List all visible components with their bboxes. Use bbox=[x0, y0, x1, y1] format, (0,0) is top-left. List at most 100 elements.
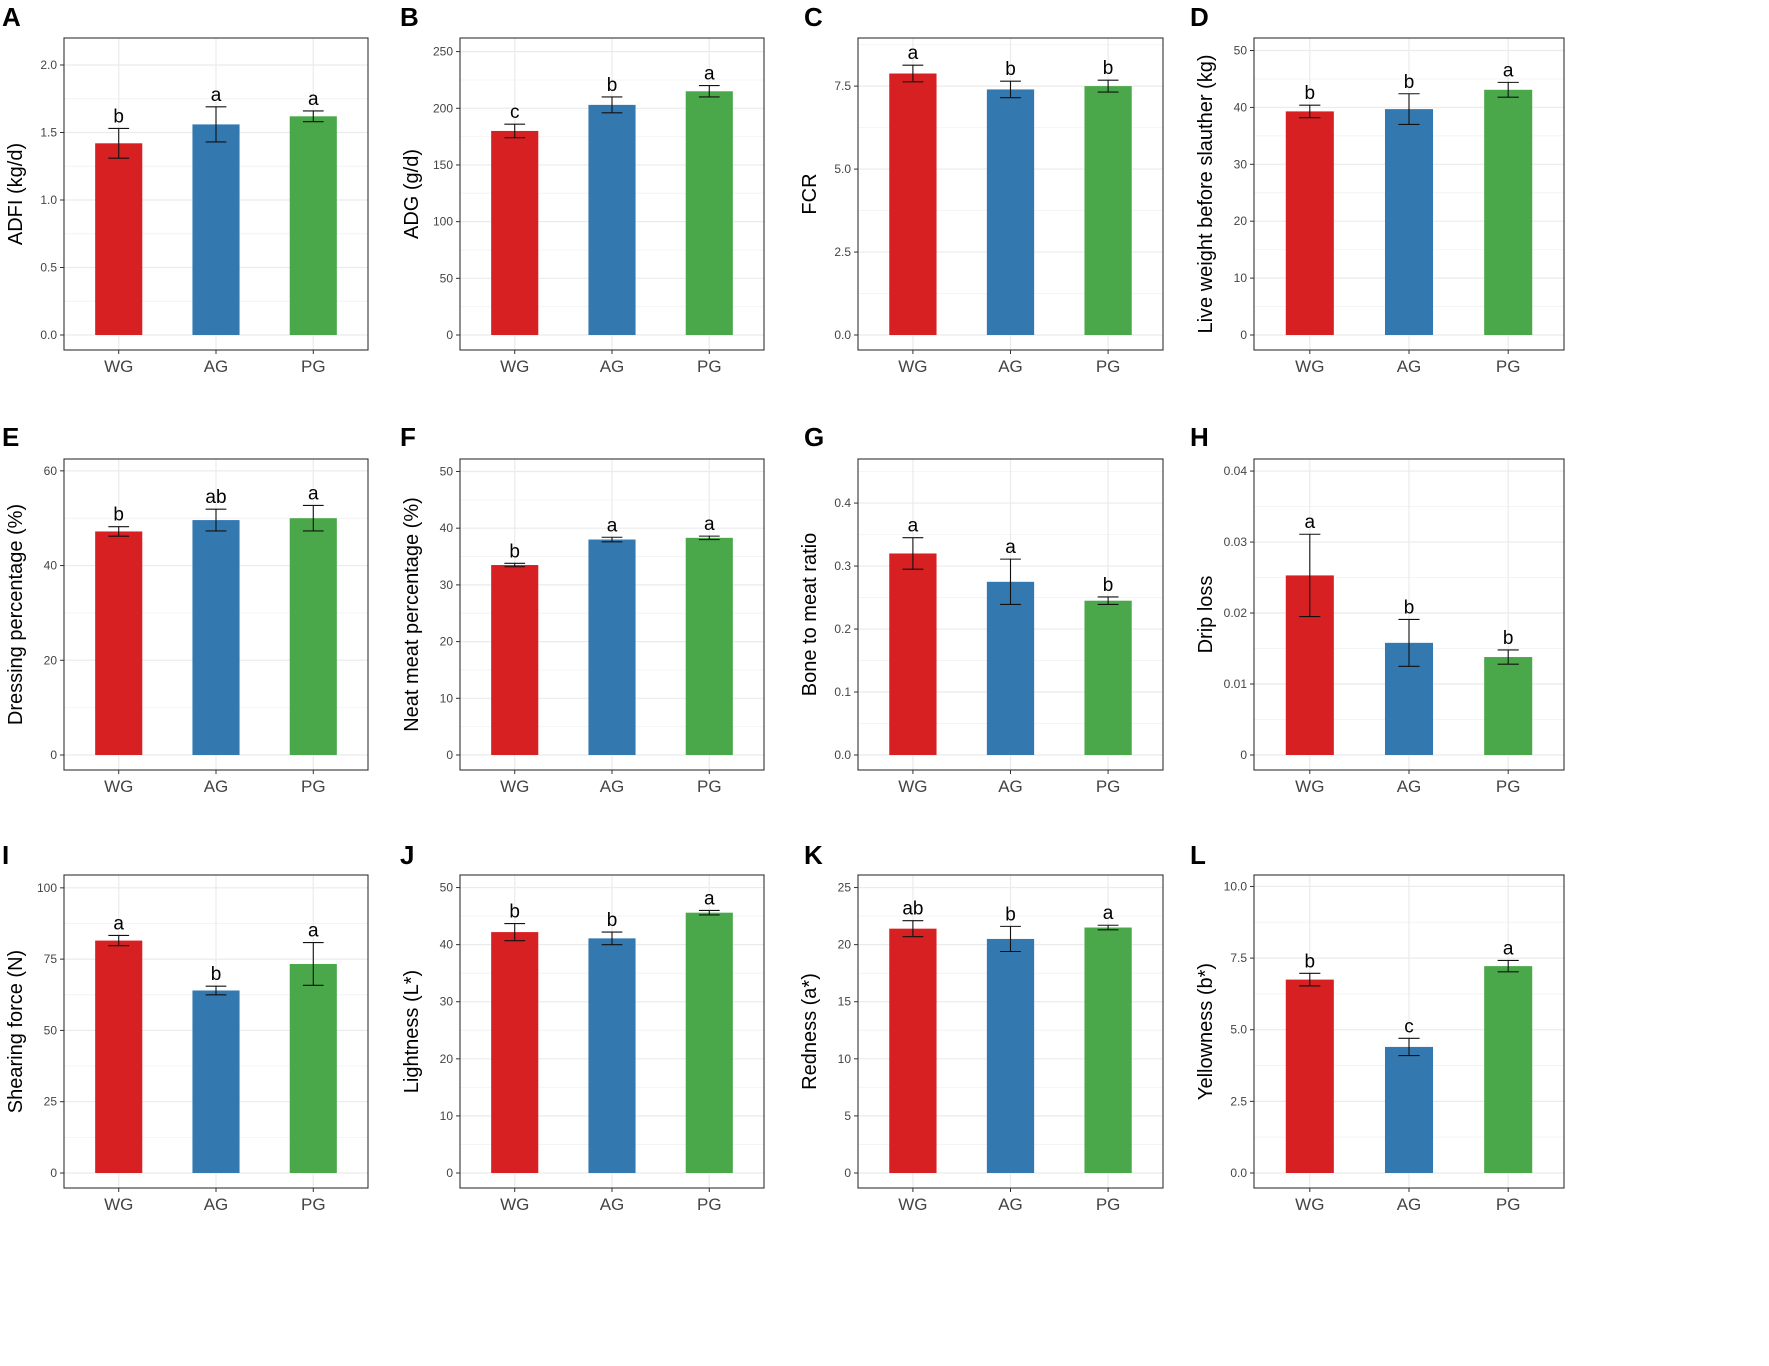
panel-c: 0.0 2.5 5.0 7.5 a WG b AG b PG FCR C bbox=[799, 2, 1164, 376]
significance-letter: b bbox=[509, 902, 520, 923]
y-tick-label: 5 bbox=[844, 1109, 851, 1123]
panel-border bbox=[63, 37, 369, 351]
y-tick-label: 20 bbox=[44, 653, 58, 667]
bar-ag bbox=[588, 539, 636, 755]
y-tick-label: 1.5 bbox=[40, 126, 57, 140]
significance-letter: b bbox=[1005, 904, 1016, 925]
panel-border bbox=[459, 874, 765, 1189]
bar-wg bbox=[889, 928, 937, 1173]
y-axis-title: Yellowness (b*) bbox=[1195, 963, 1217, 1100]
significance-letter: b bbox=[211, 964, 222, 985]
y-axis-title: Live weight before slauther (kg) bbox=[1195, 54, 1217, 333]
bar-ag bbox=[986, 938, 1035, 1173]
bar-ag bbox=[1384, 109, 1434, 335]
y-axis-title: Shearing force (N) bbox=[5, 950, 27, 1113]
panel-letter: K bbox=[804, 840, 823, 870]
bar-pg bbox=[289, 116, 337, 335]
significance-letter: a bbox=[1503, 938, 1514, 959]
y-tick-label: 10 bbox=[838, 1052, 852, 1066]
bar-wg bbox=[1285, 979, 1334, 1173]
y-tick-label: 50 bbox=[440, 271, 454, 285]
x-tick-label: PG bbox=[697, 777, 722, 796]
y-tick-label: 10 bbox=[440, 691, 454, 705]
x-tick-label: AG bbox=[204, 357, 229, 376]
bar-pg bbox=[1484, 89, 1533, 335]
significance-letter: b bbox=[1503, 628, 1514, 649]
significance-letter: c bbox=[510, 102, 520, 123]
significance-letter: b bbox=[1305, 83, 1316, 104]
y-tick-label: 0.2 bbox=[834, 622, 851, 636]
y-tick-label: 40 bbox=[1234, 100, 1248, 114]
y-tick-label: 0.0 bbox=[834, 328, 851, 342]
bar-pg bbox=[1084, 600, 1132, 755]
y-axis-title: ADFI (kg/d) bbox=[5, 143, 27, 245]
x-tick-label: AG bbox=[1397, 777, 1422, 796]
significance-letter: a bbox=[1305, 512, 1316, 533]
panel-d: 0 10 20 30 40 50 b WG b AG a PG Live weight before s… bbox=[1190, 2, 1565, 376]
x-tick-label: WG bbox=[898, 357, 927, 376]
y-tick-label: 5.0 bbox=[1230, 1023, 1247, 1037]
y-tick-label: 0 bbox=[50, 748, 57, 762]
x-tick-label: PG bbox=[1496, 777, 1521, 796]
significance-letter: b bbox=[113, 106, 124, 127]
significance-letter: a bbox=[113, 913, 124, 934]
panel-b: 0 50 100 150 200 250 c WG b AG a PG ADG (g/d) B bbox=[400, 2, 765, 376]
panel-border bbox=[459, 458, 765, 771]
significance-letter: b bbox=[113, 505, 124, 526]
x-tick-label: PG bbox=[1496, 357, 1521, 376]
significance-letter: b bbox=[1305, 951, 1316, 972]
x-tick-label: PG bbox=[301, 1195, 326, 1214]
x-tick-label: AG bbox=[998, 1195, 1023, 1214]
significance-letter: a bbox=[308, 921, 319, 942]
significance-letter: b bbox=[607, 910, 618, 931]
panel-border bbox=[63, 458, 369, 771]
x-tick-label: PG bbox=[1096, 1195, 1121, 1214]
bar-ag bbox=[986, 581, 1035, 755]
y-tick-label: 0 bbox=[50, 1166, 57, 1180]
x-tick-label: AG bbox=[204, 777, 229, 796]
bar-wg bbox=[491, 932, 539, 1173]
bar-ag bbox=[986, 89, 1035, 335]
x-tick-label: WG bbox=[898, 777, 927, 796]
significance-letter: a bbox=[308, 483, 319, 504]
x-tick-label: AG bbox=[1397, 357, 1422, 376]
significance-letter: a bbox=[1503, 60, 1514, 81]
y-tick-label: 1.0 bbox=[40, 193, 57, 207]
significance-letter: c bbox=[1404, 1016, 1414, 1037]
significance-letter: a bbox=[704, 888, 715, 909]
bar-ag bbox=[192, 124, 240, 336]
bar-pg bbox=[289, 963, 337, 1173]
y-axis-title: FCR bbox=[799, 173, 821, 214]
y-tick-label: 0.1 bbox=[834, 685, 851, 699]
significance-letter: a bbox=[211, 85, 222, 106]
y-tick-label: 15 bbox=[838, 995, 852, 1009]
x-tick-label: AG bbox=[600, 357, 625, 376]
significance-letter: a bbox=[704, 64, 715, 85]
panel-j: 0 10 20 30 40 50 b WG b AG a PG Lightness (L*) J bbox=[400, 840, 765, 1214]
y-tick-label: 30 bbox=[440, 578, 454, 592]
x-tick-label: WG bbox=[500, 777, 529, 796]
y-tick-label: 30 bbox=[1234, 157, 1248, 171]
y-axis-title: Lightness (L*) bbox=[401, 970, 423, 1093]
panel-border bbox=[857, 37, 1164, 351]
y-tick-label: 0.04 bbox=[1224, 464, 1248, 478]
y-tick-label: 5.0 bbox=[834, 162, 851, 176]
y-tick-label: 7.5 bbox=[1230, 951, 1247, 965]
significance-letter: b bbox=[1103, 575, 1114, 596]
y-tick-label: 40 bbox=[44, 559, 58, 573]
y-tick-label: 20 bbox=[838, 938, 852, 952]
panel-letter: B bbox=[400, 2, 419, 32]
y-tick-label: 10 bbox=[440, 1109, 454, 1123]
y-tick-label: 0 bbox=[446, 748, 453, 762]
y-tick-label: 0 bbox=[1240, 748, 1247, 762]
y-axis-title: Redness (a*) bbox=[799, 973, 821, 1090]
panel-h: 0 0.01 0.02 0.03 0.04 a WG b AG b PG Drip loss H bbox=[1190, 422, 1565, 796]
y-tick-label: 60 bbox=[44, 464, 58, 478]
y-tick-label: 20 bbox=[1234, 214, 1248, 228]
y-tick-label: 0 bbox=[844, 1166, 851, 1180]
panel-g: 0.0 0.1 0.2 0.3 0.4 a WG a AG b PG Bone to meat rat… bbox=[799, 422, 1164, 796]
significance-letter: ab bbox=[205, 487, 226, 508]
x-tick-label: WG bbox=[898, 1195, 927, 1214]
bar-pg bbox=[685, 912, 733, 1173]
x-tick-label: AG bbox=[998, 357, 1023, 376]
